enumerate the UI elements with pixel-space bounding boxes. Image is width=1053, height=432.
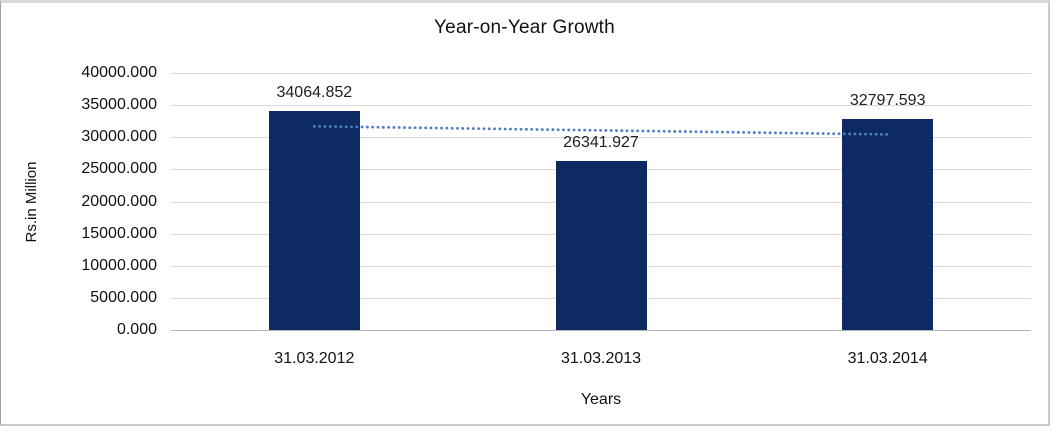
bar-31.03.2013 (555, 160, 647, 330)
y-tick-label: 15000.000 (81, 224, 157, 242)
data-label: 32797.593 (849, 92, 926, 110)
y-tick-label: 40000.000 (81, 64, 157, 81)
y-tick-label: 35000.000 (81, 96, 157, 114)
gridline (171, 105, 1031, 107)
x-category-label: 31.03.2014 (847, 350, 928, 367)
x-category-label: 31.03.2012 (274, 350, 355, 367)
y-axis-tick-labels: 40000.000 35000.000 30000.000 25000.000 2000… (41, 64, 157, 338)
y-tick-label: 30000.000 (81, 128, 157, 146)
y-tick-label: 5000.000 (90, 288, 157, 306)
y-axis-title: Rs.in Million (23, 161, 40, 243)
chart-title: Year-on-Year Growth (434, 17, 615, 38)
bar-31.03.2012 (268, 111, 360, 330)
data-label: 34064.852 (276, 84, 353, 102)
data-label: 26341.927 (563, 133, 639, 151)
y-tick-label: 20000.000 (81, 192, 157, 210)
bar-31.03.2014 (842, 119, 934, 330)
y-tick-label: 10000.000 (81, 256, 157, 274)
x-category-label: 31.03.2013 (560, 350, 642, 367)
plot-area: 34064.852 26341.927 32797.593 (171, 73, 1031, 331)
y-tick-label: 0.000 (116, 321, 157, 338)
x-axis-title: Years (580, 391, 622, 408)
x-axis-line (171, 330, 1031, 331)
gridline (171, 73, 1031, 74)
gridline (171, 137, 1031, 139)
x-axis-category-labels: 31.03.2012 31.03.2013 31.03.2014 (171, 350, 1031, 368)
y-tick-label: 25000.000 (81, 160, 157, 178)
